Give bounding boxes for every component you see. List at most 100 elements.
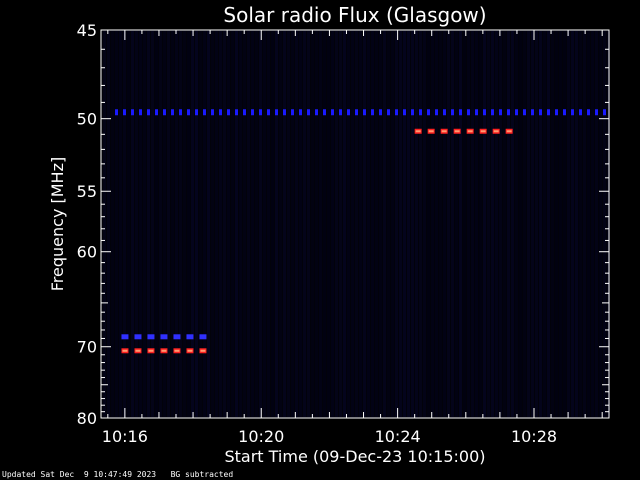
noise-column bbox=[515, 31, 518, 417]
noise-column bbox=[459, 31, 462, 417]
noise-column bbox=[543, 31, 546, 417]
noise-column bbox=[403, 31, 406, 417]
band-dot bbox=[515, 109, 518, 116]
burst-dash bbox=[160, 334, 168, 340]
band-dot bbox=[147, 109, 150, 116]
noise-column bbox=[335, 31, 338, 417]
x-tick-label: 10:16 bbox=[102, 427, 148, 446]
band-dot bbox=[203, 109, 206, 116]
noise-column bbox=[199, 31, 202, 417]
noise-column bbox=[139, 31, 142, 417]
burst-core bbox=[200, 349, 206, 352]
burst-dash bbox=[173, 334, 181, 340]
y-axis-label: Frequency [MHz] bbox=[48, 157, 67, 291]
noise-column bbox=[327, 31, 330, 417]
noise-column bbox=[379, 31, 382, 417]
noise-column bbox=[463, 31, 466, 417]
burst-core bbox=[187, 349, 193, 352]
band-dot bbox=[211, 109, 214, 116]
noise-column bbox=[211, 31, 214, 417]
noise-column bbox=[559, 31, 562, 417]
noise-column bbox=[395, 31, 398, 417]
band-dot bbox=[139, 109, 142, 116]
band-dot bbox=[507, 109, 510, 116]
noise-column bbox=[131, 31, 134, 417]
noise-column bbox=[247, 31, 250, 417]
noise-column bbox=[547, 31, 550, 417]
y-axis: 45 50 55 60 70 80 bbox=[77, 21, 609, 428]
noise-column bbox=[575, 31, 578, 417]
noise-column bbox=[359, 31, 362, 417]
noise-column bbox=[539, 31, 542, 417]
band-dot bbox=[355, 109, 358, 116]
burst-dash bbox=[121, 334, 129, 340]
noise-column bbox=[175, 31, 178, 417]
noise-column bbox=[371, 31, 374, 417]
noise-column bbox=[579, 31, 582, 417]
x-tick-label: 10:20 bbox=[238, 427, 284, 446]
noise-column bbox=[503, 31, 506, 417]
burst-core bbox=[174, 349, 180, 352]
noise-column bbox=[251, 31, 254, 417]
band-dot bbox=[363, 109, 366, 116]
band-dot bbox=[587, 109, 590, 116]
noise-column bbox=[595, 31, 598, 417]
noise-column bbox=[167, 31, 170, 417]
noise-column bbox=[351, 31, 354, 417]
band-dot bbox=[251, 109, 254, 116]
updated-timestamp: Updated Sat Dec 9 10:47:49 2023 bbox=[2, 470, 157, 479]
band-dot bbox=[323, 109, 326, 116]
noise-column bbox=[399, 31, 402, 417]
background-noise bbox=[103, 31, 610, 417]
noise-column bbox=[271, 31, 274, 417]
band-dot bbox=[467, 109, 470, 116]
noise-column bbox=[343, 31, 346, 417]
band-dot bbox=[547, 109, 550, 116]
band-dot bbox=[419, 109, 422, 116]
noise-column bbox=[159, 31, 162, 417]
noise-column bbox=[263, 31, 266, 417]
band-dot bbox=[555, 109, 558, 116]
bg-subtracted-note: BG subtracted bbox=[170, 470, 234, 479]
burst-dash bbox=[199, 334, 207, 340]
noise-column bbox=[103, 31, 106, 417]
burst-core bbox=[493, 130, 499, 133]
noise-column bbox=[203, 31, 206, 417]
noise-column bbox=[239, 31, 242, 417]
plot-frame bbox=[100, 29, 610, 419]
noise-column bbox=[307, 31, 310, 417]
noise-column bbox=[483, 31, 486, 417]
noise-column bbox=[583, 31, 586, 417]
noise-column bbox=[591, 31, 594, 417]
noise-column bbox=[367, 31, 370, 417]
x-tick-label: 10:28 bbox=[511, 427, 557, 446]
noise-column bbox=[555, 31, 558, 417]
burst-dash bbox=[134, 334, 142, 340]
band-dot bbox=[339, 109, 342, 116]
noise-column bbox=[135, 31, 138, 417]
band-dot bbox=[395, 109, 398, 116]
y-tick-label: 55 bbox=[77, 182, 97, 201]
band-dot bbox=[411, 109, 414, 116]
band-dot bbox=[531, 109, 534, 116]
noise-column bbox=[291, 31, 294, 417]
noise-column bbox=[283, 31, 286, 417]
noise-column bbox=[535, 31, 538, 417]
noise-column bbox=[551, 31, 554, 417]
band-dot bbox=[275, 109, 278, 116]
band-dot bbox=[187, 109, 190, 116]
band-dot bbox=[131, 109, 134, 116]
band-dot bbox=[523, 109, 526, 116]
band-dot bbox=[571, 109, 574, 116]
noise-column bbox=[419, 31, 422, 417]
band-dot bbox=[451, 109, 454, 116]
noise-column bbox=[107, 31, 110, 417]
burst-dash bbox=[186, 334, 194, 340]
noise-column bbox=[127, 31, 130, 417]
noise-column bbox=[363, 31, 366, 417]
band-dot bbox=[563, 109, 566, 116]
noise-column bbox=[311, 31, 314, 417]
band-dot bbox=[283, 109, 286, 116]
noise-column bbox=[475, 31, 478, 417]
burst-core bbox=[428, 130, 434, 133]
